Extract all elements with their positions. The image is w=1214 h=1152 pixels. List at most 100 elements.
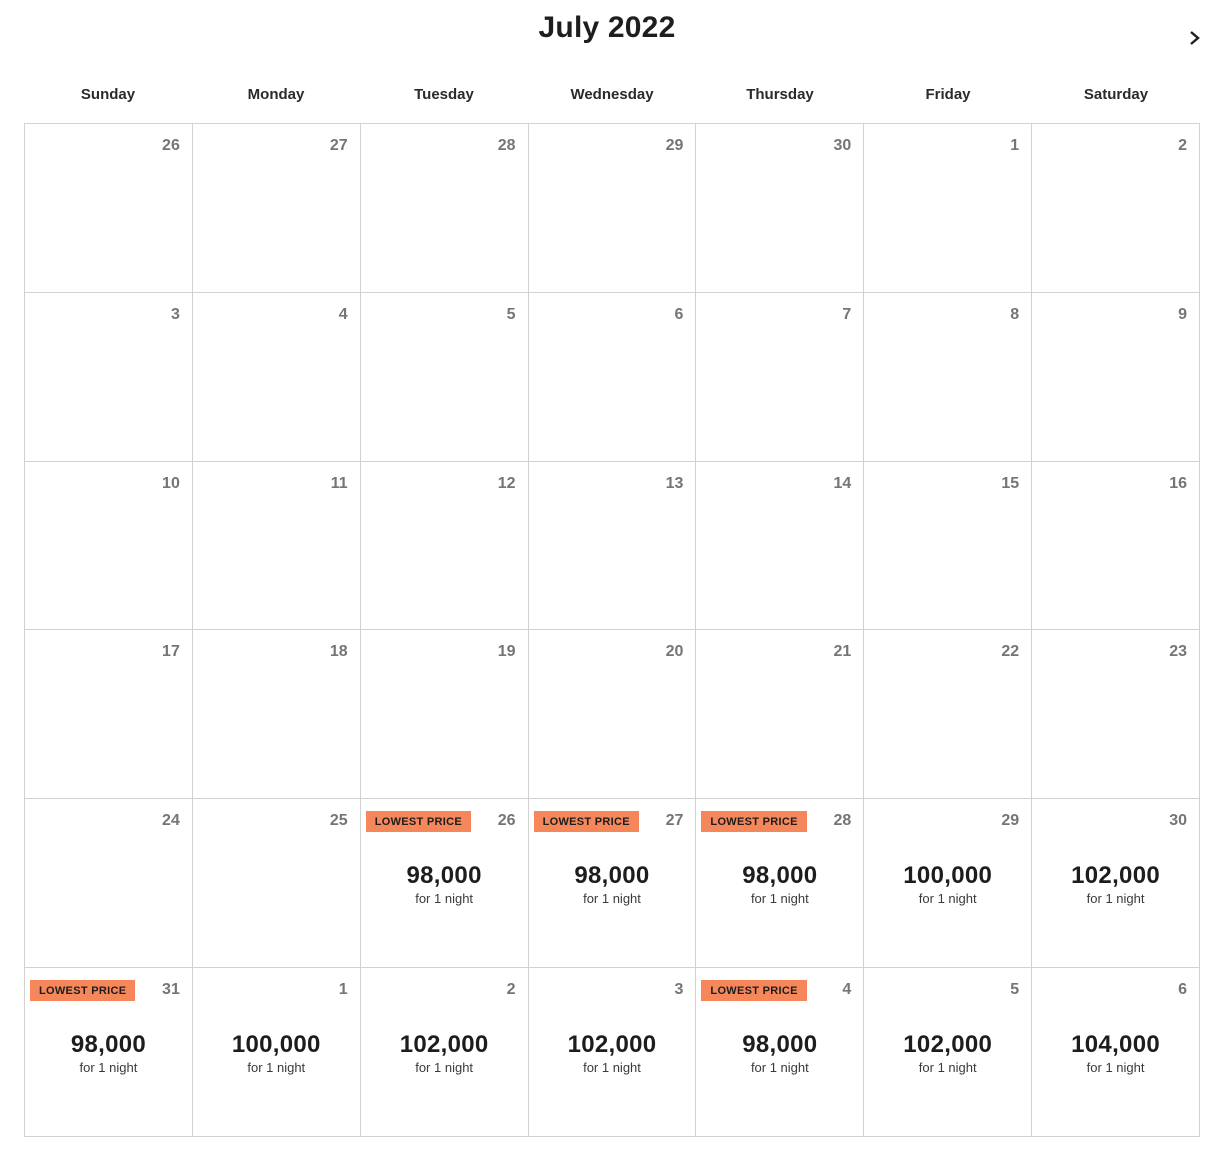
price-block: 100,000 for 1 night — [864, 861, 1031, 906]
day-number: 13 — [665, 474, 684, 492]
day-number: 31 — [162, 980, 180, 998]
price-value: 98,000 — [742, 1030, 818, 1058]
calendar-day-cell: 20 — [528, 630, 697, 800]
day-number: 4 — [842, 980, 852, 998]
price-unit-label: for 1 night — [415, 1059, 474, 1075]
price-unit-label: for 1 night — [750, 891, 809, 907]
calendar-day-cell: 14 — [696, 461, 865, 631]
calendar-day-cell[interactable]: LOWEST PRICE 31 98,000 for 1 night — [25, 967, 193, 1137]
calendar-day-cell: 1 — [864, 124, 1033, 293]
month-title: July 2022 — [538, 11, 676, 44]
day-number: 1 — [1010, 137, 1020, 154]
weekday-label-sunday: Sunday — [80, 86, 136, 103]
day-number: 21 — [833, 643, 852, 661]
price-value: 98,000 — [742, 862, 818, 890]
lowest-price-badge: LOWEST PRICE — [30, 979, 136, 1001]
calendar-day-cell: 16 — [1032, 461, 1200, 631]
day-number: 30 — [1169, 812, 1187, 830]
price-value: 102,000 — [903, 1030, 993, 1058]
calendar-day-cell: 19 — [360, 630, 529, 800]
lowest-price-badge: LOWEST PRICE — [701, 979, 807, 1001]
calendar-day-cell: 21 — [696, 630, 865, 800]
price-block: 102,000 for 1 night — [1032, 861, 1199, 906]
calendar-day-cell[interactable]: 6 104,000 for 1 night — [1032, 967, 1200, 1137]
calendar-day-cell: 15 — [864, 461, 1033, 631]
calendar-day-cell: 13 — [528, 461, 697, 631]
price-unit-label: for 1 night — [750, 1059, 809, 1075]
price-unit-label: for 1 night — [247, 1059, 306, 1075]
calendar-day-cell[interactable]: LOWEST PRICE 26 98,000 for 1 night — [360, 799, 529, 968]
day-number: 5 — [1010, 980, 1020, 998]
day-number: 3 — [170, 305, 180, 323]
calendar-day-cell: 25 — [192, 799, 361, 968]
day-number: 8 — [1010, 305, 1020, 323]
day-number: 1 — [338, 980, 348, 998]
calendar-day-cell[interactable]: 1 100,000 for 1 night — [192, 967, 361, 1137]
price-value: 104,000 — [1071, 1030, 1160, 1058]
price-unit-label: for 1 night — [79, 1059, 138, 1075]
calendar-day-cell: 3 — [25, 292, 193, 462]
calendar-day-cell[interactable]: 5 102,000 for 1 night — [864, 967, 1033, 1137]
day-number: 27 — [665, 812, 684, 830]
price-block: 102,000 for 1 night — [361, 1030, 528, 1075]
price-value: 98,000 — [574, 862, 650, 890]
day-number: 5 — [506, 305, 516, 323]
day-number: 14 — [833, 474, 852, 492]
price-unit-label: for 1 night — [583, 891, 641, 907]
price-block: 98,000 for 1 night — [696, 1030, 863, 1075]
price-unit-label: for 1 night — [583, 1059, 641, 1075]
day-number: 27 — [329, 137, 348, 154]
price-unit-label: for 1 night — [918, 891, 977, 907]
day-number: 29 — [665, 137, 684, 154]
lowest-price-badge: LOWEST PRICE — [701, 811, 807, 833]
weekday-label-thursday: Thursday — [746, 86, 814, 103]
calendar-day-cell[interactable]: 3 102,000 for 1 night — [528, 967, 697, 1137]
day-number: 20 — [665, 643, 684, 661]
calendar-day-cell[interactable]: 2 102,000 for 1 night — [360, 967, 529, 1137]
calendar-day-cell: 12 — [360, 461, 529, 631]
weekday-label-tuesday: Tuesday — [414, 86, 474, 103]
day-number: 22 — [1001, 643, 1020, 661]
price-unit-label: for 1 night — [918, 1059, 977, 1075]
price-value: 100,000 — [231, 1030, 321, 1058]
calendar-day-cell: 22 — [864, 630, 1033, 800]
day-number: 16 — [1169, 474, 1187, 492]
day-number: 19 — [497, 643, 516, 661]
day-number: 10 — [162, 474, 180, 492]
day-number: 9 — [1178, 305, 1187, 323]
calendar-day-cell: 28 — [360, 124, 529, 293]
price-block: 102,000 for 1 night — [864, 1030, 1031, 1075]
calendar-day-cell[interactable]: 30 102,000 for 1 night — [1032, 799, 1200, 968]
lowest-price-badge: LOWEST PRICE — [533, 811, 639, 833]
calendar-day-cell: 9 — [1032, 292, 1200, 462]
day-number: 18 — [329, 643, 348, 661]
weekday-header-row: Sunday Monday Tuesday Wednesday Thursday… — [24, 86, 1200, 104]
day-number: 11 — [330, 474, 348, 492]
day-number: 23 — [1169, 643, 1187, 661]
price-unit-label: for 1 night — [1086, 1059, 1145, 1075]
day-number: 17 — [162, 643, 180, 661]
price-unit-label: for 1 night — [415, 891, 474, 907]
next-month-button[interactable] — [1182, 26, 1206, 50]
day-number: 24 — [162, 812, 180, 830]
day-number: 30 — [833, 137, 852, 154]
price-block: 98,000 for 1 night — [361, 861, 528, 906]
calendar-day-cell[interactable]: LOWEST PRICE 4 98,000 for 1 night — [696, 967, 865, 1137]
calendar-day-cell[interactable]: LOWEST PRICE 28 98,000 for 1 night — [696, 799, 865, 968]
calendar-day-cell[interactable]: 29 100,000 for 1 night — [864, 799, 1033, 968]
price-value: 98,000 — [70, 1030, 147, 1058]
lowest-price-badge: LOWEST PRICE — [365, 811, 472, 833]
day-number: 26 — [497, 812, 516, 830]
price-value: 102,000 — [1071, 862, 1160, 890]
calendar-day-cell: 4 — [192, 292, 361, 462]
weekday-label-saturday: Saturday — [1083, 86, 1149, 103]
day-number: 28 — [833, 812, 852, 830]
day-number: 2 — [506, 980, 516, 998]
calendar-day-cell: 23 — [1032, 630, 1200, 800]
day-number: 26 — [162, 137, 180, 154]
calendar-day-cell: 26 — [25, 124, 193, 293]
calendar-day-cell: 29 — [528, 124, 697, 293]
day-number: 6 — [1178, 980, 1187, 998]
calendar-day-cell[interactable]: LOWEST PRICE 27 98,000 for 1 night — [528, 799, 697, 968]
price-value: 98,000 — [406, 862, 482, 890]
